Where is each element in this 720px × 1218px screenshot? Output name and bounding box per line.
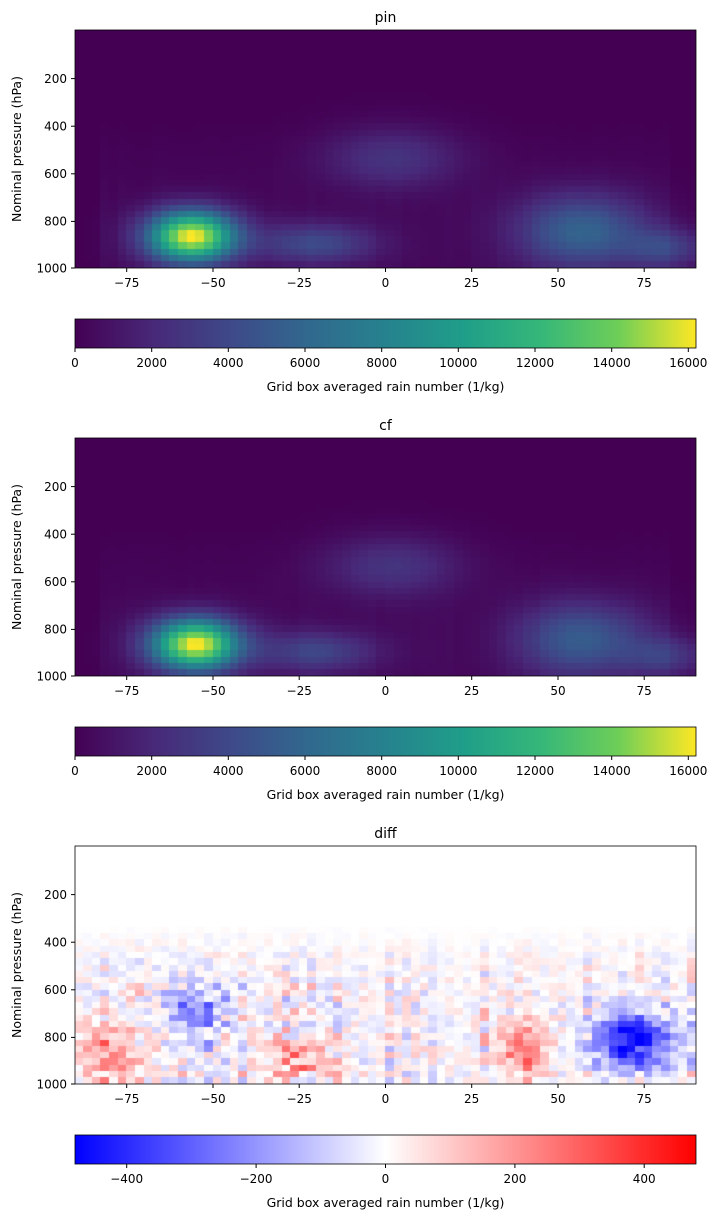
y-tick-label: 200 bbox=[44, 888, 67, 902]
colorbar-label: Grid box averaged rain number (1/kg) bbox=[267, 1195, 505, 1210]
x-tick-label: 50 bbox=[550, 276, 565, 290]
colorbar-tick-label: 4000 bbox=[213, 764, 244, 778]
colorbar-tick-label: −400 bbox=[110, 1172, 143, 1186]
y-ticks: 200 400 600 800 1000 bbox=[36, 480, 75, 684]
heatmap-area bbox=[75, 30, 696, 268]
x-ticks: −75 −50 −25 0 25 50 75 bbox=[114, 1084, 652, 1106]
x-tick-label: −50 bbox=[200, 276, 225, 290]
colorbar-tick-label: 6000 bbox=[290, 356, 321, 370]
y-tick-label: 800 bbox=[44, 623, 67, 637]
y-tick-label: 1000 bbox=[36, 670, 67, 684]
y-tick-label: 1000 bbox=[36, 262, 67, 276]
x-tick-label: 25 bbox=[464, 276, 479, 290]
colorbar-tick-label: 2000 bbox=[136, 764, 167, 778]
colorbar-label: Grid box averaged rain number (1/kg) bbox=[267, 379, 505, 394]
colorbar: 0 2000 4000 6000 8000 10000 12000 14000 … bbox=[71, 726, 707, 802]
colorbar-gradient bbox=[74, 1134, 697, 1165]
y-tick-label: 200 bbox=[44, 480, 67, 494]
x-tick-label: 50 bbox=[550, 684, 565, 698]
colorbar-tick-label: 16000 bbox=[669, 764, 707, 778]
y-tick-label: 400 bbox=[44, 936, 67, 950]
colorbar-tick-label: 400 bbox=[633, 1172, 656, 1186]
y-tick-label: 600 bbox=[44, 983, 67, 997]
colorbar-tick-label: 8000 bbox=[366, 356, 397, 370]
y-tick-label: 200 bbox=[44, 72, 67, 86]
x-tick-label: 50 bbox=[550, 1092, 565, 1106]
x-tick-label: 0 bbox=[382, 684, 390, 698]
y-tick-label: 800 bbox=[44, 215, 67, 229]
x-tick-label: 75 bbox=[637, 684, 652, 698]
x-tick-label: −25 bbox=[287, 276, 312, 290]
x-tick-label: 75 bbox=[637, 276, 652, 290]
x-tick-label: 75 bbox=[637, 1092, 652, 1106]
panel-cf: cf 200 400 600 800 1000 −75 −50 −25 0 25… bbox=[9, 418, 707, 802]
colorbar-tick-label: 4000 bbox=[213, 356, 244, 370]
y-tick-label: 800 bbox=[44, 1031, 67, 1045]
y-tick-label: 600 bbox=[44, 167, 67, 181]
panel-title: diff bbox=[374, 826, 397, 842]
panel-title: pin bbox=[375, 10, 397, 26]
y-ticks: 200 400 600 800 1000 bbox=[36, 888, 75, 1092]
heatmap-area bbox=[75, 846, 696, 1084]
y-axis-label: Nominal pressure (hPa) bbox=[9, 892, 24, 1038]
colorbar-tick-label: 16000 bbox=[669, 356, 707, 370]
x-tick-label: −25 bbox=[287, 1092, 312, 1106]
y-axis-label: Nominal pressure (hPa) bbox=[9, 484, 24, 630]
y-tick-label: 400 bbox=[44, 120, 67, 134]
panel-title: cf bbox=[379, 418, 393, 434]
panel-diff: diff 200 400 600 800 1000 −75 −50 −25 0 … bbox=[9, 826, 697, 1210]
y-ticks: 200 400 600 800 1000 bbox=[36, 72, 75, 276]
panel-pin: pin 200 400 600 800 1000 −75 −50 −25 0 2… bbox=[9, 10, 707, 394]
y-axis-label: Nominal pressure (hPa) bbox=[9, 76, 24, 222]
colorbar-tick-label: 12000 bbox=[516, 764, 554, 778]
x-ticks: −75 −50 −25 0 25 50 75 bbox=[114, 676, 652, 698]
x-tick-label: −50 bbox=[200, 684, 225, 698]
y-tick-label: 400 bbox=[44, 528, 67, 542]
colorbar-tick-label: 8000 bbox=[366, 764, 397, 778]
y-tick-label: 1000 bbox=[36, 1078, 67, 1092]
x-tick-label: −25 bbox=[287, 684, 312, 698]
colorbar-gradient bbox=[74, 318, 697, 349]
colorbar-label: Grid box averaged rain number (1/kg) bbox=[267, 787, 505, 802]
colorbar-tick-label: 2000 bbox=[136, 356, 167, 370]
x-tick-label: 0 bbox=[382, 1092, 390, 1106]
x-tick-label: −75 bbox=[114, 684, 139, 698]
x-tick-label: −75 bbox=[114, 1092, 139, 1106]
colorbar-tick-label: 14000 bbox=[593, 356, 631, 370]
colorbar: −400 −200 0 200 400 Grid box averaged ra… bbox=[74, 1134, 697, 1210]
x-tick-label: −75 bbox=[114, 276, 139, 290]
colorbar-tick-label: 0 bbox=[382, 1172, 390, 1186]
colorbar-tick-label: 10000 bbox=[439, 764, 477, 778]
x-tick-label: 25 bbox=[464, 684, 479, 698]
x-tick-label: 0 bbox=[382, 276, 390, 290]
colorbar-tick-label: 0 bbox=[71, 356, 79, 370]
colorbar-gradient bbox=[74, 726, 697, 757]
x-tick-label: −50 bbox=[200, 1092, 225, 1106]
y-tick-label: 600 bbox=[44, 575, 67, 589]
colorbar-tick-label: 200 bbox=[503, 1172, 526, 1186]
colorbar-tick-label: 6000 bbox=[290, 764, 321, 778]
colorbar-tick-label: −200 bbox=[240, 1172, 273, 1186]
x-tick-label: 25 bbox=[464, 1092, 479, 1106]
heatmap-area bbox=[75, 438, 696, 676]
x-ticks: −75 −50 −25 0 25 50 75 bbox=[114, 268, 652, 290]
colorbar: 0 2000 4000 6000 8000 10000 12000 14000 … bbox=[71, 318, 707, 394]
colorbar-tick-label: 0 bbox=[71, 764, 79, 778]
colorbar-tick-label: 12000 bbox=[516, 356, 554, 370]
colorbar-tick-label: 14000 bbox=[593, 764, 631, 778]
colorbar-tick-label: 10000 bbox=[439, 356, 477, 370]
